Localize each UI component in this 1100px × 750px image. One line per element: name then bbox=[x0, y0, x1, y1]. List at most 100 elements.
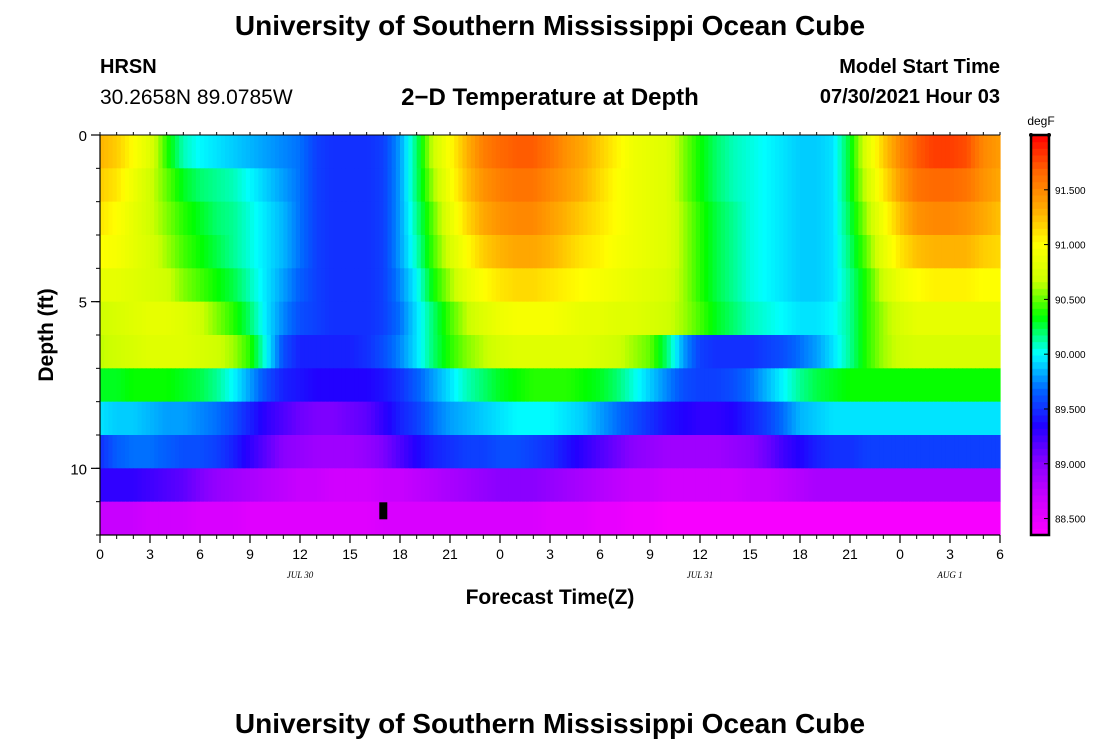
heatmap-cell bbox=[241, 268, 247, 303]
heatmap-cell bbox=[116, 268, 122, 303]
heatmap-cell bbox=[608, 368, 614, 403]
heatmap-cell bbox=[362, 401, 368, 436]
heatmap-cell bbox=[733, 435, 739, 469]
heatmap-cell bbox=[600, 335, 605, 369]
heatmap-cell bbox=[400, 201, 405, 236]
heatmap-cell bbox=[854, 335, 859, 369]
heatmap-cell bbox=[291, 201, 297, 236]
heatmap-cell bbox=[945, 135, 951, 169]
heatmap-cell bbox=[337, 135, 343, 169]
heatmap-cell bbox=[895, 468, 901, 503]
heatmap-cell bbox=[154, 368, 159, 403]
heatmap-cell bbox=[350, 268, 355, 303]
heatmap-cell bbox=[625, 501, 630, 536]
heatmap-cell bbox=[216, 435, 222, 469]
heatmap-cell bbox=[500, 468, 505, 503]
heatmap-cell bbox=[725, 235, 730, 269]
heatmap-cell bbox=[491, 501, 497, 536]
heatmap-cell bbox=[420, 301, 426, 336]
heatmap-cell bbox=[791, 268, 797, 303]
heatmap-cell bbox=[825, 235, 830, 269]
heatmap-cell bbox=[212, 168, 218, 203]
heatmap-cell bbox=[400, 168, 405, 203]
heatmap-cell bbox=[779, 201, 784, 236]
heatmap-cell bbox=[937, 468, 943, 503]
heatmap-cell bbox=[658, 368, 664, 403]
heatmap-cell bbox=[304, 501, 309, 536]
heatmap-cell bbox=[291, 501, 297, 536]
heatmap-cell bbox=[837, 301, 843, 336]
heatmap-cell bbox=[608, 501, 614, 536]
heatmap-cell bbox=[720, 235, 726, 269]
heatmap-cell bbox=[716, 168, 722, 203]
heatmap-cell bbox=[395, 201, 401, 236]
heatmap-cell bbox=[354, 401, 359, 436]
heatmap-cell bbox=[820, 335, 826, 369]
heatmap-cell bbox=[158, 368, 164, 403]
heatmap-cell bbox=[279, 401, 284, 436]
heatmap-cell bbox=[604, 301, 609, 336]
heatmap-cell bbox=[366, 235, 372, 269]
heatmap-cell bbox=[933, 468, 939, 503]
heatmap-cell bbox=[683, 201, 689, 236]
heatmap-cell bbox=[891, 201, 897, 236]
heatmap-cell bbox=[908, 401, 914, 436]
heatmap-cell bbox=[175, 501, 180, 536]
heatmap-cell bbox=[104, 335, 109, 369]
heatmap-cell bbox=[783, 201, 789, 236]
heatmap-cell bbox=[375, 435, 380, 469]
heatmap-cell bbox=[754, 401, 759, 436]
heatmap-cell bbox=[800, 468, 805, 503]
heatmap-cell bbox=[429, 501, 434, 536]
heatmap-cell bbox=[725, 468, 730, 503]
heatmap-cell bbox=[558, 368, 564, 403]
colorbar-segment bbox=[1031, 355, 1049, 363]
heatmap-cell bbox=[700, 235, 705, 269]
heatmap-cell bbox=[350, 335, 355, 369]
heatmap-cell bbox=[770, 435, 776, 469]
heatmap-cell bbox=[825, 301, 830, 336]
heatmap-cell bbox=[233, 201, 239, 236]
heatmap-cell bbox=[137, 135, 143, 169]
heatmap-cell bbox=[225, 401, 230, 436]
heatmap-cell bbox=[350, 301, 355, 336]
heatmap-cell bbox=[704, 401, 709, 436]
heatmap-cell bbox=[683, 401, 689, 436]
heatmap-cell bbox=[800, 235, 805, 269]
heatmap-cell bbox=[704, 201, 709, 236]
heatmap-cell bbox=[829, 235, 834, 269]
colorbar-tick-label: 89.000 bbox=[1055, 460, 1086, 471]
heatmap-cell bbox=[720, 501, 726, 536]
heatmap-cell bbox=[708, 335, 714, 369]
colorbar-frame bbox=[1029, 133, 1051, 537]
heatmap-cell bbox=[395, 468, 401, 503]
heatmap-cell bbox=[387, 501, 393, 536]
heatmap-cell bbox=[300, 501, 305, 536]
colorbar-segment bbox=[1031, 348, 1049, 356]
x-tick-label: 0 bbox=[496, 546, 504, 562]
heatmap-cell bbox=[383, 401, 389, 436]
heatmap-cell bbox=[116, 335, 122, 369]
heatmap-cell bbox=[612, 335, 618, 369]
heatmap-cell bbox=[691, 468, 697, 503]
heatmap-cell bbox=[145, 501, 151, 536]
heatmap-cell bbox=[545, 235, 551, 269]
heatmap-cell bbox=[820, 368, 826, 403]
heatmap-cell bbox=[858, 135, 864, 169]
heatmap-cell bbox=[520, 435, 526, 469]
colorbar-segment bbox=[1031, 268, 1049, 276]
heatmap-cell bbox=[883, 435, 889, 469]
heatmap-cell bbox=[791, 468, 797, 503]
heatmap-cell bbox=[870, 201, 876, 236]
heatmap-cell bbox=[954, 501, 959, 536]
colorbar-segment bbox=[1031, 488, 1049, 496]
heatmap-cell bbox=[945, 335, 951, 369]
colorbar-tick-label: 89.500 bbox=[1055, 405, 1086, 416]
heatmap-cell bbox=[470, 301, 476, 336]
heatmap-cell bbox=[112, 235, 118, 269]
heatmap-cell bbox=[475, 201, 480, 236]
heatmap-cell bbox=[495, 368, 501, 403]
heatmap-cell bbox=[820, 301, 826, 336]
heatmap-cell bbox=[420, 168, 426, 203]
heatmap-cell bbox=[520, 235, 526, 269]
